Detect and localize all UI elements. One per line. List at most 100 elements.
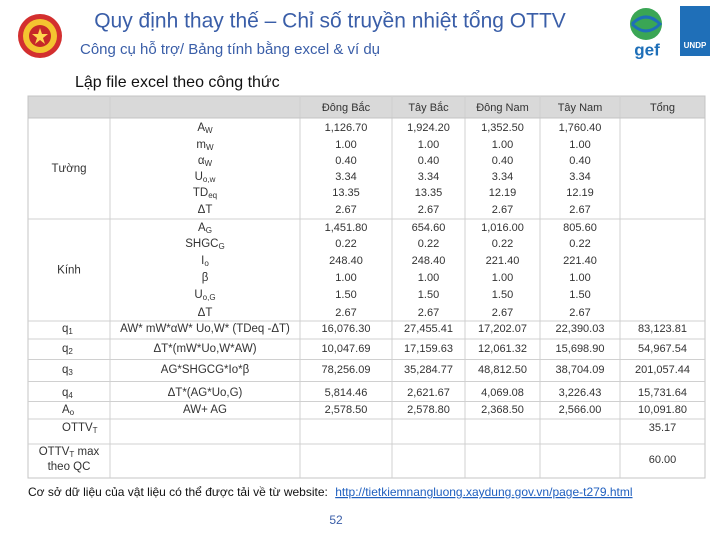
cell-value: 2,368.50 [481, 404, 524, 416]
cell-value: 3,226.43 [559, 387, 602, 399]
cell-value: 0.40 [569, 155, 590, 167]
variable-main: SHGC [185, 238, 218, 250]
variable-sub: G [218, 242, 224, 251]
variable-main: AW+ AG [183, 404, 227, 416]
cell-value: 1.50 [335, 289, 356, 301]
variable: Uo,G [194, 289, 215, 302]
row-group-label-main: q [62, 323, 68, 335]
cell-total: 15,731.64 [638, 387, 687, 399]
gef-text: gef [634, 40, 660, 59]
cell-value: 1.00 [335, 272, 356, 284]
footer-text: Cơ sở dữ liệu của vật liệu có thể được t… [28, 485, 328, 499]
cell-value: 221.40 [563, 255, 597, 267]
cell-value: 1.00 [492, 139, 513, 151]
row-group-label-line2: theo QC [48, 461, 91, 473]
cell-value: 1.00 [569, 272, 590, 284]
cell-value: 3.34 [569, 171, 590, 183]
row-group-label: Kính [57, 265, 81, 277]
variable: Uo,w [195, 171, 216, 184]
cell-value: 38,704.09 [556, 364, 605, 376]
cell-value: 248.40 [412, 255, 446, 267]
cell-value: 2,578.50 [325, 404, 368, 416]
cell-value: 2.67 [569, 307, 590, 319]
cell-value: 0.40 [418, 155, 439, 167]
footer-link[interactable]: http://tietkiemnangluong.xaydung.gov.vn/… [335, 485, 632, 499]
cell-value: 0.40 [492, 155, 513, 167]
section-heading: Lập file excel theo công thức [75, 74, 280, 91]
variable-sub: o,G [203, 293, 216, 302]
cell-value: 12,061.32 [478, 343, 527, 355]
column-header: Tổng [650, 102, 675, 114]
cell-value: 0.22 [569, 238, 590, 250]
cell-value: 0.22 [418, 238, 439, 250]
cell-value: 13.35 [415, 187, 443, 199]
subtitle: Công cụ hỗ trợ/ Bảng tính bằng excel & v… [80, 41, 380, 58]
column-header: Đông Nam [476, 102, 529, 114]
row-group-label: q3 [62, 364, 73, 377]
cell-value: 1.00 [569, 139, 590, 151]
cell-total: 201,057.44 [635, 364, 690, 376]
title: Quy định thay thế – Chỉ số truyền nhiệt … [94, 10, 566, 33]
variable-main: ΔT [198, 307, 213, 319]
variable: AG*SHGCG*Io*β [161, 364, 250, 376]
cell-value: 12.19 [489, 187, 517, 199]
row-group-label-after: max [74, 446, 99, 458]
variable-main: AW* mW*αW* Uo,W* (TDeq -ΔT) [120, 323, 290, 335]
variable-main: ΔT [198, 204, 213, 216]
cell-value: 1,126.70 [325, 122, 368, 134]
variable: αW [198, 155, 213, 168]
cell-value: 78,256.09 [322, 364, 371, 376]
row-group-label-main: q [62, 343, 68, 355]
cell-value: 2,566.00 [559, 404, 602, 416]
variable-main: I [201, 255, 204, 267]
variable-sub: W [206, 143, 214, 152]
column-header: Tây Nam [558, 102, 603, 114]
variable-sub: W [205, 159, 213, 168]
variable-main: m [196, 139, 206, 151]
cell-value: 0.22 [492, 238, 513, 250]
row-group-label-main: q [62, 387, 68, 399]
row-group-label: q4 [62, 387, 73, 400]
cell-value: 0.40 [335, 155, 356, 167]
gef-logo: gef [630, 8, 663, 59]
row-group-label: OTTVT [62, 422, 98, 435]
page-number: 52 [329, 513, 343, 527]
cell-value: 2.67 [335, 307, 356, 319]
cell-value: 12.19 [566, 187, 594, 199]
variable-main: ΔT*(mW*Uo,W*AW) [153, 343, 256, 355]
row-group-label-sub: T [69, 450, 74, 459]
row-group-label-sub: 3 [68, 368, 73, 377]
cell-value: 3.34 [492, 171, 513, 183]
row-group-label-main: q [62, 364, 68, 376]
variable-main: α [198, 155, 205, 167]
emblem [18, 14, 62, 58]
cell-value: 1,451.80 [325, 222, 368, 234]
row-group-label: q1 [62, 323, 73, 336]
cell-total: 35.17 [649, 422, 677, 434]
cell-total: 60.00 [649, 454, 677, 466]
cell-value: 2,621.67 [407, 387, 450, 399]
cell-value: 17,202.07 [478, 323, 527, 335]
variable-sub: W [205, 126, 213, 135]
variable-sub: G [206, 226, 212, 235]
row-group-label-sub: 1 [68, 327, 73, 336]
variable: SHGCG [185, 238, 225, 251]
cell-value: 805.60 [563, 222, 597, 234]
cell-total: 54,967.54 [638, 343, 687, 355]
header-band [28, 96, 705, 118]
cell-value: 2,578.80 [407, 404, 450, 416]
variable: ΔT [198, 204, 213, 216]
variable: AW* mW*αW* Uo,W* (TDeq -ΔT) [120, 323, 290, 335]
variable-sub: eq [208, 191, 217, 200]
cell-value: 1.00 [418, 139, 439, 151]
cell-value: 1,924.20 [407, 122, 450, 134]
cell-value: 221.40 [486, 255, 520, 267]
cell-value: 0.22 [335, 238, 356, 250]
row-group-label-main: OTTV [39, 446, 70, 458]
cell-value: 1.00 [418, 272, 439, 284]
cell-value: 15,698.90 [556, 343, 605, 355]
variable-main: U [195, 171, 203, 183]
variable-main: ΔT*(AG*Uo,G) [168, 387, 243, 399]
